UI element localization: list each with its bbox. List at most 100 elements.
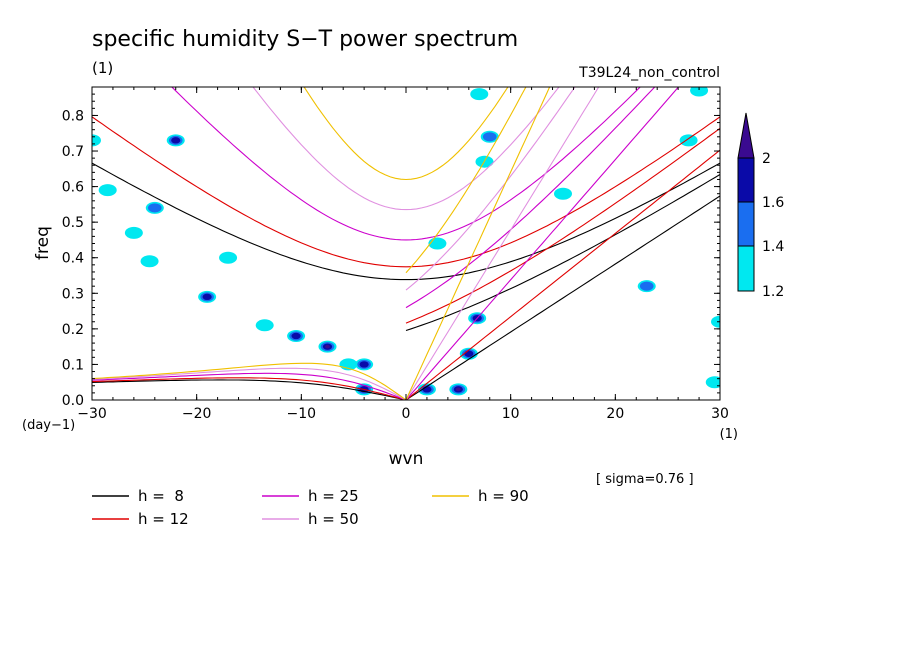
contour-blob bbox=[355, 358, 374, 371]
contour-level bbox=[171, 137, 181, 144]
y-tick-label: 0.6 bbox=[62, 180, 84, 196]
y-axis-label: freq bbox=[33, 226, 53, 260]
contour-level bbox=[202, 293, 212, 301]
x-tick-label: 10 bbox=[502, 406, 520, 422]
dispersion-curve bbox=[405, 87, 600, 400]
contour-level bbox=[470, 88, 489, 101]
contour-blob bbox=[679, 134, 698, 147]
contour-level bbox=[711, 315, 720, 328]
contour-level bbox=[679, 134, 698, 147]
dispersion-curve bbox=[405, 87, 527, 274]
y-tick-label: 0.4 bbox=[62, 251, 84, 267]
contour-blob bbox=[140, 255, 159, 268]
x-tick-label: −30 bbox=[77, 406, 107, 422]
contour-level bbox=[482, 132, 497, 142]
power-spectrum-contours bbox=[92, 87, 720, 396]
colorbar: 1.2 1.4 1.6 2 bbox=[737, 112, 784, 300]
legend-label: h = 90 bbox=[478, 487, 529, 505]
contour-level bbox=[690, 87, 709, 97]
run-label: T39L24_non_control bbox=[578, 65, 720, 81]
contour-level bbox=[219, 251, 238, 264]
contour-blob bbox=[428, 237, 447, 250]
colorbar-swatch bbox=[737, 245, 755, 292]
dispersion-curve bbox=[92, 362, 407, 400]
x-tick-label: −10 bbox=[287, 406, 317, 422]
dispersion-curve bbox=[405, 87, 680, 400]
x-axis: −30 −20 −10 0 10 20 30 bbox=[77, 87, 729, 422]
dispersion-curve bbox=[92, 116, 720, 268]
contour-level bbox=[124, 226, 143, 239]
x-axis-unit: (1) bbox=[720, 427, 738, 442]
dispersion-curves bbox=[92, 87, 720, 400]
dispersion-curve bbox=[92, 377, 407, 400]
contour-level bbox=[705, 376, 720, 389]
colorbar-level-label: 1.4 bbox=[762, 239, 784, 255]
contour-blob bbox=[166, 134, 185, 147]
x-tick-label: −20 bbox=[182, 406, 212, 422]
contour-blob bbox=[711, 315, 720, 328]
contour-level bbox=[455, 387, 461, 392]
dispersion-curve bbox=[405, 149, 720, 400]
legend-label: h = 12 bbox=[138, 510, 189, 528]
contour-blob bbox=[637, 280, 656, 293]
contour-level bbox=[92, 134, 101, 147]
dispersion-curve bbox=[252, 87, 560, 211]
legend-label: h = 50 bbox=[308, 510, 359, 528]
contour-blob bbox=[124, 226, 143, 239]
dispersion-curve bbox=[405, 87, 656, 309]
dispersion-curve bbox=[405, 174, 720, 332]
colorbar-swatch bbox=[737, 157, 755, 203]
chart-title: specific humidity S−T power spectrum bbox=[92, 27, 518, 52]
dispersion-curve bbox=[405, 127, 720, 324]
contour-blob bbox=[417, 383, 436, 396]
dispersion-curve bbox=[171, 87, 641, 241]
contour-blob bbox=[219, 251, 238, 264]
contour-blob bbox=[318, 340, 337, 353]
dispersion-curve bbox=[92, 372, 407, 400]
contour-level bbox=[255, 319, 274, 332]
contour-blob bbox=[198, 290, 217, 303]
contour-blob bbox=[705, 376, 720, 389]
contour-level bbox=[325, 344, 330, 349]
chart-unit-note: (1) bbox=[92, 59, 113, 77]
contour-level bbox=[291, 332, 301, 340]
y-tick-label: 0.1 bbox=[62, 357, 84, 373]
contour-level bbox=[428, 237, 447, 250]
colorbar-level-label: 1.6 bbox=[762, 195, 784, 211]
y-axis-unit: (day−1) bbox=[22, 418, 75, 433]
colorbar-level-label: 1.2 bbox=[762, 284, 784, 300]
plot-area bbox=[92, 87, 720, 400]
dispersion-curve bbox=[92, 367, 407, 400]
contour-level bbox=[98, 184, 117, 197]
contour-blob bbox=[449, 383, 468, 396]
contour-blob bbox=[690, 87, 709, 97]
contour-blob bbox=[145, 201, 164, 214]
y-tick-label: 0.0 bbox=[62, 393, 84, 409]
colorbar-extend-triangle bbox=[737, 112, 755, 159]
contour-level bbox=[359, 361, 369, 368]
legend: h = 8 h = 12 h = 25 h = 50 h = 90 bbox=[92, 487, 529, 528]
y-tick-label: 0.5 bbox=[62, 215, 84, 231]
contour-level bbox=[554, 187, 572, 200]
contour-blob bbox=[98, 184, 117, 197]
y-axis: 0.0 0.1 0.2 0.3 0.4 0.5 0.6 0.7 0.8 bbox=[62, 93, 720, 409]
contour-blob bbox=[255, 319, 274, 332]
contour-blob bbox=[554, 187, 572, 200]
dispersion-curve bbox=[405, 87, 576, 291]
contour-blob bbox=[287, 329, 306, 342]
contour-level bbox=[148, 203, 162, 213]
y-tick-label: 0.8 bbox=[62, 108, 84, 124]
y-tick-label: 0.3 bbox=[62, 286, 84, 302]
contour-level bbox=[422, 386, 432, 393]
y-tick-label: 0.2 bbox=[62, 322, 84, 338]
x-tick-label: 0 bbox=[402, 406, 411, 422]
contour-blob bbox=[92, 134, 101, 147]
contour-level bbox=[464, 350, 474, 357]
contour-blob bbox=[480, 130, 499, 143]
dispersion-curve bbox=[303, 87, 509, 181]
x-tick-label: 20 bbox=[606, 406, 624, 422]
contour-level bbox=[140, 255, 159, 268]
x-tick-label: 30 bbox=[711, 406, 729, 422]
colorbar-level-label: 2 bbox=[762, 151, 771, 167]
